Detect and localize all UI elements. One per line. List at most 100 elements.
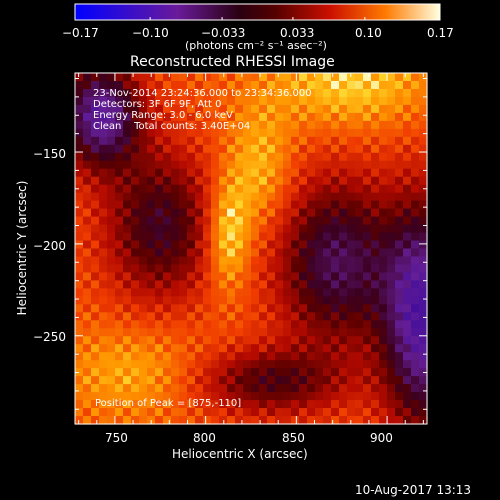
heatmap-cell — [379, 200, 388, 210]
heatmap-cell — [299, 368, 308, 377]
heatmap-cell — [195, 208, 204, 218]
heatmap-cell — [323, 408, 332, 417]
heatmap-cell — [155, 104, 164, 114]
heatmap-cell — [131, 328, 140, 337]
heatmap-cell — [259, 208, 268, 218]
heatmap-cell — [147, 144, 156, 154]
heatmap-cell — [259, 376, 268, 385]
heatmap-cell — [115, 264, 124, 274]
heatmap-cell — [315, 400, 324, 409]
heatmap-cell — [187, 128, 196, 138]
heatmap-cell — [291, 304, 300, 313]
heatmap-cell — [379, 416, 388, 425]
heatmap-cell — [251, 104, 260, 114]
heatmap-cell — [107, 136, 116, 146]
heatmap-cell — [123, 80, 132, 90]
heatmap-cell — [227, 88, 236, 98]
heatmap-cell — [395, 304, 404, 313]
heatmap-cell — [307, 80, 316, 90]
heatmap-cell — [307, 176, 316, 186]
heatmap-cell — [235, 136, 244, 146]
heatmap-cell — [219, 168, 228, 178]
heatmap-cell — [331, 88, 340, 98]
heatmap-cell — [75, 184, 84, 194]
heatmap-cell — [363, 248, 372, 258]
heatmap-cell — [339, 208, 348, 218]
heatmap-cell — [219, 352, 228, 361]
heatmap-cell — [99, 416, 108, 425]
heatmap-cell — [307, 264, 316, 274]
heatmap-cell — [315, 288, 324, 297]
heatmap-cell — [131, 384, 140, 393]
heatmap-cell — [315, 272, 324, 282]
heatmap-cell — [403, 104, 412, 114]
heatmap-cell — [187, 152, 196, 162]
heatmap-cell — [147, 320, 156, 329]
heatmap-cell — [179, 256, 188, 266]
heatmap-cell — [339, 376, 348, 385]
heatmap-cell — [195, 320, 204, 329]
heatmap-cell — [139, 128, 148, 138]
heatmap-cell — [131, 312, 140, 321]
heatmap-cell — [419, 400, 428, 409]
heatmap-cell — [115, 73, 124, 82]
timestamp: 10-Aug-2017 13:13 — [355, 483, 472, 497]
heatmap-cell — [403, 368, 412, 377]
heatmap-cell — [307, 312, 316, 321]
heatmap-cell — [275, 120, 284, 130]
heatmap-cell — [211, 344, 220, 353]
heatmap-cell — [83, 312, 92, 321]
heatmap-cell — [155, 224, 164, 234]
heatmap-cell — [243, 328, 252, 337]
heatmap-cell — [395, 73, 404, 82]
heatmap-cell — [259, 384, 268, 393]
heatmap-cell — [123, 272, 132, 282]
heatmap-cell — [211, 208, 220, 218]
heatmap-cell — [187, 280, 196, 289]
heatmap-cell — [347, 288, 356, 297]
heatmap-cell — [347, 73, 356, 82]
heatmap-cell — [339, 96, 348, 106]
heatmap-cell — [363, 96, 372, 106]
heatmap-cell — [163, 224, 172, 234]
heatmap-cell — [347, 296, 356, 305]
heatmap-cell — [419, 224, 428, 234]
heatmap-cell — [315, 312, 324, 321]
heatmap-cell — [251, 280, 260, 289]
heatmap-cell — [75, 416, 84, 425]
heatmap-cell — [395, 296, 404, 305]
heatmap-cell — [83, 384, 92, 393]
heatmap-cell — [147, 208, 156, 218]
heatmap-cell — [331, 224, 340, 234]
heatmap-cell — [395, 184, 404, 194]
heatmap-cell — [83, 208, 92, 218]
heatmap-cell — [403, 232, 412, 242]
heatmap-cell — [251, 392, 260, 401]
heatmap-cell — [107, 272, 116, 282]
heatmap-cell — [315, 73, 324, 82]
heatmap-cell — [107, 416, 116, 425]
heatmap-cell — [291, 344, 300, 353]
heatmap-cell — [163, 128, 172, 138]
heatmap-cell — [147, 336, 156, 345]
heatmap-cell — [283, 264, 292, 274]
heatmap-cell — [283, 112, 292, 122]
heatmap-cell — [115, 416, 124, 425]
heatmap-cell — [291, 360, 300, 369]
heatmap-cell — [211, 160, 220, 170]
heatmap-cell — [291, 352, 300, 361]
heatmap-cell — [251, 73, 260, 82]
heatmap-cell — [99, 128, 108, 138]
heatmap-cell — [411, 336, 420, 345]
heatmap-cell — [171, 80, 180, 90]
colorbar-label: (photons cm⁻² s⁻¹ asec⁻²) — [185, 39, 327, 52]
heatmap-cell — [387, 376, 396, 385]
heatmap-cell — [403, 160, 412, 170]
heatmap-cell — [403, 152, 412, 162]
heatmap-cell — [139, 296, 148, 305]
heatmap-cell — [315, 264, 324, 274]
heatmap-cell — [307, 368, 316, 377]
heatmap-cell — [275, 400, 284, 409]
heatmap-cell — [99, 376, 108, 385]
heatmap-cell — [163, 296, 172, 305]
